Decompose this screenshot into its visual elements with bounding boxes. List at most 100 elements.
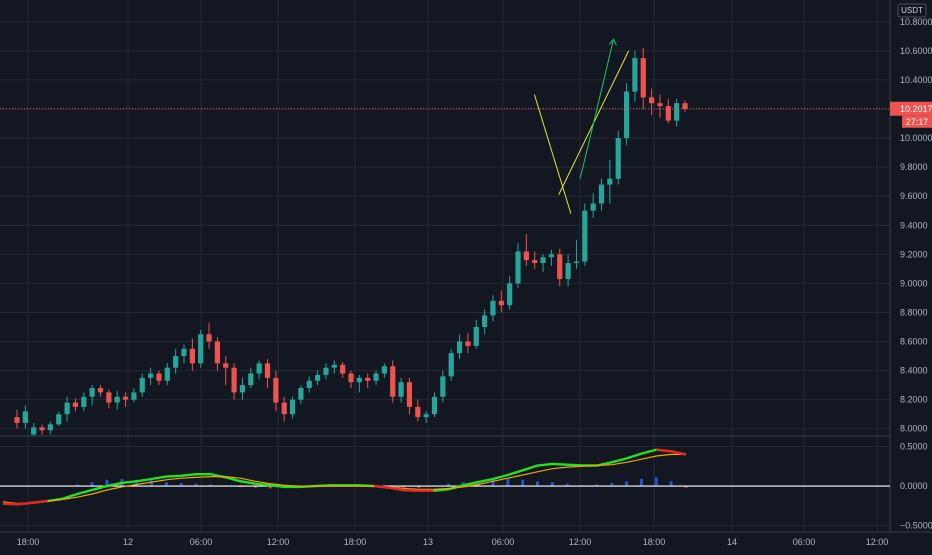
candle-body — [39, 427, 45, 431]
candle-body — [97, 388, 104, 393]
y-tick-label: 8.6000 — [900, 337, 928, 347]
histogram-bar — [417, 486, 421, 488]
candle-body — [448, 353, 454, 377]
wedge-lower-line — [533, 94, 572, 214]
signal-line — [2, 453, 686, 505]
histogram-bar — [669, 481, 673, 487]
x-tick-label: 12:00 — [267, 537, 290, 547]
candle-body — [156, 373, 162, 381]
histogram-bar — [506, 478, 510, 487]
candle-body — [473, 327, 479, 346]
candle-body — [81, 396, 87, 407]
histogram-bar — [164, 482, 168, 487]
histogram-bar — [491, 479, 495, 487]
y-tick-label: 10.6000 — [900, 46, 932, 56]
macd-lines — [2, 448, 687, 506]
candle-body — [131, 392, 137, 400]
x-tick-label: 12 — [123, 537, 133, 547]
candle-body — [557, 254, 563, 280]
candle-body — [181, 348, 187, 357]
candle-body — [273, 377, 279, 403]
macd-line — [2, 448, 687, 506]
candle-body — [22, 411, 28, 423]
histogram-bar — [610, 482, 614, 487]
histogram-bar — [654, 477, 658, 487]
candle-body — [315, 374, 321, 381]
falling-wedge-pattern — [533, 38, 630, 214]
candlestick-series — [0, 47, 890, 436]
candle-body — [122, 396, 129, 400]
price-axis[interactable]: 10.800010.600010.400010.200010.00009.800… — [890, 3, 932, 531]
candle-body — [106, 392, 112, 403]
histogram-bar — [536, 481, 540, 487]
x-tick-label: 06:00 — [492, 537, 515, 547]
x-tick-label: 06:00 — [793, 537, 816, 547]
time-axis[interactable]: 18:00 12 06:00 12:00 18:00 13 06:00 12:00 18:00 1… — [17, 537, 889, 547]
candle-body — [674, 103, 680, 121]
grid-lines — [0, 0, 932, 533]
arrow-head — [609, 38, 617, 46]
candle-body — [406, 382, 413, 407]
candle-body — [31, 427, 37, 435]
candle-body — [264, 363, 271, 378]
histogram-bar — [194, 483, 198, 487]
y-tick-label: 8.0000 — [900, 424, 928, 434]
candle-body — [682, 103, 688, 109]
candle-body — [373, 373, 379, 381]
candle-body — [14, 417, 20, 423]
candle-body — [198, 334, 204, 364]
x-tick-label: 14 — [727, 537, 737, 547]
candle-body — [515, 251, 521, 284]
y-tick-label: 8.4000 — [900, 366, 928, 376]
candle-body — [431, 396, 438, 415]
candle-body — [356, 377, 362, 383]
histogram-bar — [565, 483, 569, 487]
macd-bearish-segment — [656, 448, 687, 456]
candle-body — [582, 210, 588, 262]
y-tick-label: 8.8000 — [900, 307, 928, 317]
histogram-bar — [268, 486, 272, 489]
candle-body — [598, 184, 605, 204]
macd-tick-label: −0.5000 — [900, 521, 932, 531]
candle-body — [72, 402, 79, 407]
candle-body — [256, 363, 262, 374]
histogram-bar — [209, 484, 213, 487]
histogram-bar — [550, 482, 554, 487]
candle-body — [114, 396, 120, 403]
histogram-bar — [639, 478, 643, 487]
y-tick-label: 10.8000 — [900, 17, 932, 27]
candle-body — [623, 91, 630, 139]
candle-body — [206, 334, 212, 342]
candle-body — [47, 424, 53, 431]
candle-body — [415, 406, 421, 418]
candle-body — [331, 364, 337, 368]
candle-body — [239, 385, 246, 393]
histogram-bar — [135, 479, 139, 487]
candle-body — [139, 377, 145, 393]
candle-body — [148, 373, 154, 378]
breakout-arrow — [579, 39, 614, 179]
candle-body — [490, 300, 496, 316]
x-tick-label: 06:00 — [190, 537, 213, 547]
candle-body — [231, 367, 237, 393]
x-tick-label: 13 — [423, 537, 433, 547]
x-tick-label: 18:00 — [17, 537, 40, 547]
candle-body — [482, 315, 488, 327]
candle-body — [348, 373, 354, 383]
candle-body — [189, 348, 195, 364]
x-tick-label: 18:00 — [643, 537, 666, 547]
candle-body — [64, 402, 70, 415]
currency-label: USDT — [901, 6, 923, 15]
y-tick-label: 9.2000 — [900, 249, 928, 259]
macd-tick-label: 0.0000 — [900, 481, 928, 491]
y-tick-label: 8.2000 — [900, 395, 928, 405]
candle-body — [289, 399, 296, 415]
candle-body — [306, 380, 312, 389]
candle-body — [465, 341, 471, 346]
candle-body — [340, 364, 346, 374]
macd-tick-label: 0.5000 — [900, 442, 928, 452]
candle-body — [615, 138, 621, 179]
candle-body — [173, 356, 179, 368]
